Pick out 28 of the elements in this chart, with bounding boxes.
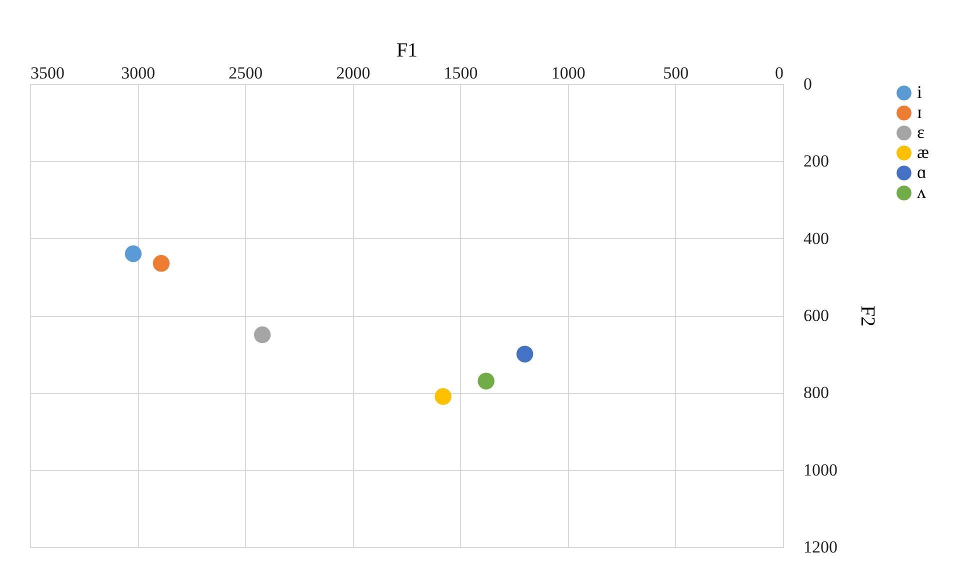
x-tick-label: 3000: [121, 64, 156, 82]
y-tick-label: 1000: [804, 460, 838, 480]
x-tick-label: 500: [663, 64, 689, 82]
point: [478, 372, 494, 390]
point: [516, 346, 534, 362]
legend-label: ɪ: [917, 102, 922, 122]
point: [434, 388, 452, 405]
point: [254, 326, 271, 344]
point: [152, 255, 170, 272]
y-tick-label: 1200: [804, 538, 838, 556]
x-tick-label: 2500: [228, 64, 263, 82]
y-tick-label: 400: [804, 228, 829, 248]
legend-label: æ: [917, 142, 930, 162]
legend-label: ɑ: [917, 162, 926, 182]
legend-label: i: [917, 82, 922, 102]
y-axis-title: F2: [856, 305, 878, 327]
x-tick-label: 1000: [551, 64, 586, 82]
legend-label: ɛ: [917, 122, 925, 142]
point: [124, 245, 142, 262]
x-tick-label: 3500: [30, 64, 64, 82]
x-tick-label: 0: [775, 64, 784, 82]
x-tick-label: 2000: [336, 64, 370, 82]
x-axis-title: F1: [396, 40, 418, 62]
y-tick-label: 200: [804, 152, 829, 171]
y-tick-label: 800: [804, 383, 829, 402]
x-tick-label: 1500: [444, 64, 478, 82]
legend-label: ʌ: [917, 182, 926, 202]
y-tick-label: 600: [804, 306, 829, 325]
